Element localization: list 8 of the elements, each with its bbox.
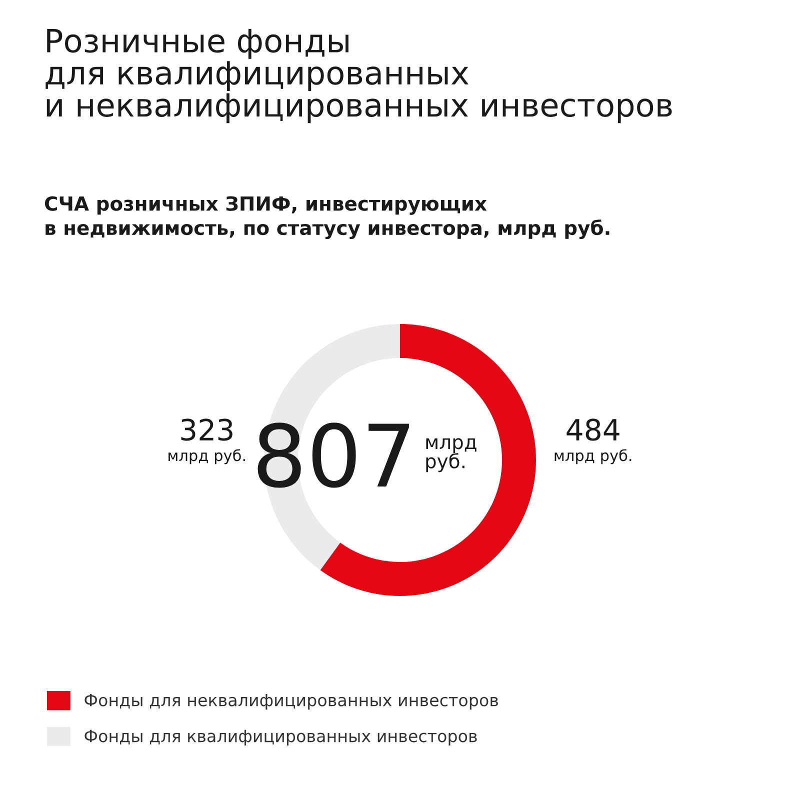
chart-subtitle: СЧА розничных ЗПИФ, инвестирующих в недвижимость, по статусу инвестора, млрд руб.	[44, 196, 610, 240]
text: 807	[258, 422, 409, 488]
legend-label: Фонды для квалифицированных инвесторов	[84, 730, 477, 746]
data-label: 323 млрд руб.	[168, 418, 245, 464]
legend-label: Фонды для неквалифицированных инвесторов	[84, 694, 498, 710]
data-label: 484 млрд руб.	[554, 418, 632, 464]
text: млрд руб.	[426, 438, 476, 472]
chart-title: Розничные фонды для квалифицированных и неквалифицированных инвесторов	[46, 28, 672, 124]
